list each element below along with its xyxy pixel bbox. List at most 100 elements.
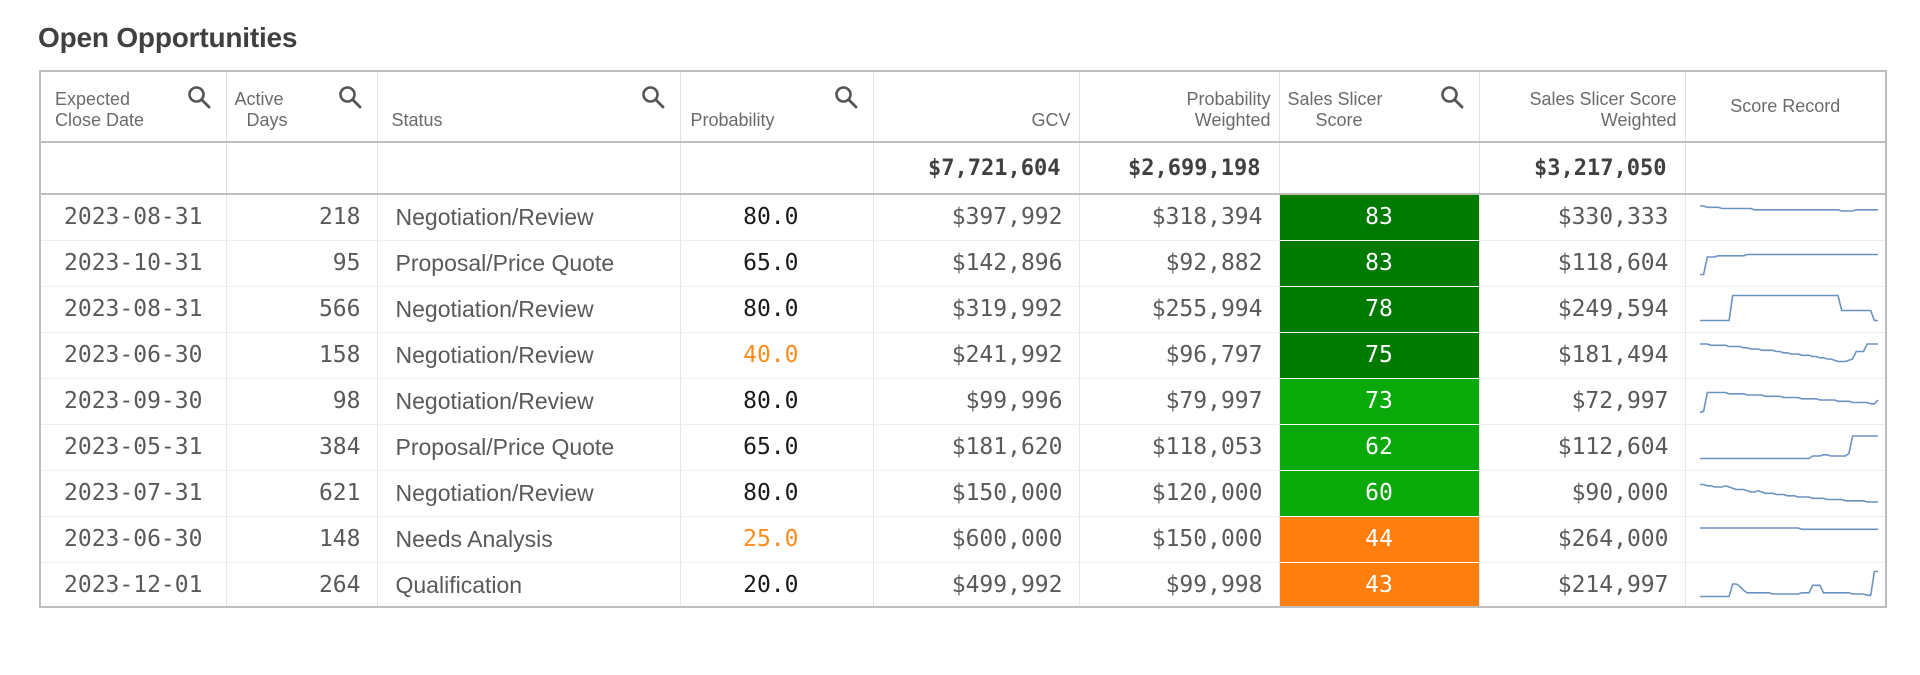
cell-gcv[interactable]: $499,992 (873, 562, 1080, 606)
cell-score-record[interactable] (1685, 470, 1885, 517)
col-header-active-days[interactable]: Active Days (226, 72, 378, 143)
col-header-sales-slicer-score[interactable]: Sales Slicer Score (1279, 72, 1480, 143)
cell-score-weighted[interactable]: $181,494 (1479, 332, 1686, 379)
cell-close-date[interactable]: 2023-10-31 (41, 240, 227, 287)
col-header-score-record[interactable]: Score Record (1685, 72, 1885, 143)
table-row[interactable]: 2023-07-31 621 Negotiation/Review 80.0 $150,… (41, 470, 1885, 517)
cell-probability-weighted[interactable]: $318,394 (1079, 194, 1280, 241)
col-header-probability-weighted[interactable]: Probability Weighted (1079, 72, 1280, 143)
cell-score-record[interactable] (1685, 516, 1885, 563)
search-icon[interactable] (1439, 84, 1465, 110)
search-icon[interactable] (186, 84, 212, 110)
col-header-status[interactable]: Status (377, 72, 681, 143)
cell-close-date[interactable]: 2023-06-30 (41, 516, 227, 563)
cell-probability-weighted[interactable]: $120,000 (1079, 470, 1280, 517)
col-header-probability[interactable]: Probability (680, 72, 874, 143)
cell-status[interactable]: Negotiation/Review (377, 286, 681, 333)
cell-score-weighted[interactable]: $112,604 (1479, 424, 1686, 471)
cell-probability[interactable]: 65.0 (680, 424, 874, 471)
cell-probability[interactable]: 80.0 (680, 286, 874, 333)
search-icon[interactable] (833, 84, 859, 110)
cell-score-record[interactable] (1685, 378, 1885, 425)
cell-probability-weighted[interactable]: $92,882 (1079, 240, 1280, 287)
cell-gcv[interactable]: $319,992 (873, 286, 1080, 333)
cell-gcv[interactable]: $600,000 (873, 516, 1080, 563)
cell-score-record[interactable] (1685, 194, 1885, 241)
cell-status[interactable]: Negotiation/Review (377, 470, 681, 517)
cell-close-date[interactable]: 2023-08-31 (41, 286, 227, 333)
cell-probability[interactable]: 20.0 (680, 562, 874, 606)
cell-gcv[interactable]: $150,000 (873, 470, 1080, 517)
search-icon[interactable] (640, 84, 666, 110)
cell-gcv[interactable]: $99,996 (873, 378, 1080, 425)
cell-active-days[interactable]: 158 (226, 332, 378, 379)
cell-score-record[interactable] (1685, 240, 1885, 287)
cell-score[interactable]: 43 (1279, 562, 1480, 606)
cell-close-date[interactable]: 2023-12-01 (41, 562, 227, 606)
table-row[interactable]: 2023-10-31 95 Proposal/Price Quote 65.0 $142… (41, 240, 1885, 287)
cell-active-days[interactable]: 384 (226, 424, 378, 471)
table-row[interactable]: 2023-06-30 148 Needs Analysis 25.0 $600,000 $… (41, 516, 1885, 563)
table-row[interactable]: 2023-05-31 384 Proposal/Price Quote 65.0 $18… (41, 424, 1885, 471)
cell-score-record[interactable] (1685, 286, 1885, 333)
cell-active-days[interactable]: 218 (226, 194, 378, 241)
cell-score-weighted[interactable]: $72,997 (1479, 378, 1686, 425)
cell-score-record[interactable] (1685, 332, 1885, 379)
cell-score-weighted[interactable]: $249,594 (1479, 286, 1686, 333)
cell-score-weighted[interactable]: $90,000 (1479, 470, 1686, 517)
cell-gcv[interactable]: $181,620 (873, 424, 1080, 471)
cell-active-days[interactable]: 621 (226, 470, 378, 517)
cell-status[interactable]: Negotiation/Review (377, 378, 681, 425)
cell-score-weighted[interactable]: $330,333 (1479, 194, 1686, 241)
cell-score[interactable]: 75 (1279, 332, 1480, 379)
cell-probability[interactable]: 80.0 (680, 470, 874, 517)
cell-score-record[interactable] (1685, 562, 1885, 606)
cell-close-date[interactable]: 2023-07-31 (41, 470, 227, 517)
cell-active-days[interactable]: 95 (226, 240, 378, 287)
table-row[interactable]: 2023-08-31 218 Negotiation/Review 80.0 $397,… (41, 194, 1885, 241)
cell-active-days[interactable]: 148 (226, 516, 378, 563)
cell-gcv[interactable]: $142,896 (873, 240, 1080, 287)
cell-probability[interactable]: 80.0 (680, 378, 874, 425)
cell-probability-weighted[interactable]: $79,997 (1079, 378, 1280, 425)
cell-close-date[interactable]: 2023-09-30 (41, 378, 227, 425)
cell-probability-weighted[interactable]: $99,998 (1079, 562, 1280, 606)
cell-status[interactable]: Negotiation/Review (377, 332, 681, 379)
cell-score-weighted[interactable]: $264,000 (1479, 516, 1686, 563)
cell-score[interactable]: 44 (1279, 516, 1480, 563)
cell-status[interactable]: Proposal/Price Quote (377, 240, 681, 287)
search-icon[interactable] (337, 84, 363, 110)
cell-score[interactable]: 83 (1279, 194, 1480, 241)
cell-score[interactable]: 78 (1279, 286, 1480, 333)
cell-probability-weighted[interactable]: $118,053 (1079, 424, 1280, 471)
table-row[interactable]: 2023-09-30 98 Negotiation/Review 80.0 $99,99… (41, 378, 1885, 425)
cell-active-days[interactable]: 566 (226, 286, 378, 333)
cell-status[interactable]: Proposal/Price Quote (377, 424, 681, 471)
table-row[interactable]: 2023-12-01 264 Qualification 20.0 $499,992 $9… (41, 562, 1885, 606)
col-header-sales-slicer-score-weighted[interactable]: Sales Slicer Score Weighted (1479, 72, 1686, 143)
table-row[interactable]: 2023-06-30 158 Negotiation/Review 40.0 $241,… (41, 332, 1885, 379)
cell-probability-weighted[interactable]: $96,797 (1079, 332, 1280, 379)
cell-score[interactable]: 60 (1279, 470, 1480, 517)
cell-status[interactable]: Needs Analysis (377, 516, 681, 563)
cell-close-date[interactable]: 2023-08-31 (41, 194, 227, 241)
cell-gcv[interactable]: $397,992 (873, 194, 1080, 241)
cell-active-days[interactable]: 264 (226, 562, 378, 606)
cell-score-weighted[interactable]: $118,604 (1479, 240, 1686, 287)
cell-probability[interactable]: 65.0 (680, 240, 874, 287)
cell-close-date[interactable]: 2023-05-31 (41, 424, 227, 471)
cell-score[interactable]: 73 (1279, 378, 1480, 425)
table-row[interactable]: 2023-08-31 566 Negotiation/Review 80.0 $319,… (41, 286, 1885, 333)
cell-probability-weighted[interactable]: $150,000 (1079, 516, 1280, 563)
cell-probability[interactable]: 80.0 (680, 194, 874, 241)
cell-gcv[interactable]: $241,992 (873, 332, 1080, 379)
col-header-expected-close-date[interactable]: Expected Close Date (41, 72, 227, 143)
cell-score[interactable]: 62 (1279, 424, 1480, 471)
cell-probability[interactable]: 25.0 (680, 516, 874, 563)
cell-score[interactable]: 83 (1279, 240, 1480, 287)
cell-close-date[interactable]: 2023-06-30 (41, 332, 227, 379)
cell-probability[interactable]: 40.0 (680, 332, 874, 379)
cell-probability-weighted[interactable]: $255,994 (1079, 286, 1280, 333)
col-header-gcv[interactable]: GCV (873, 72, 1080, 143)
cell-status[interactable]: Negotiation/Review (377, 194, 681, 241)
